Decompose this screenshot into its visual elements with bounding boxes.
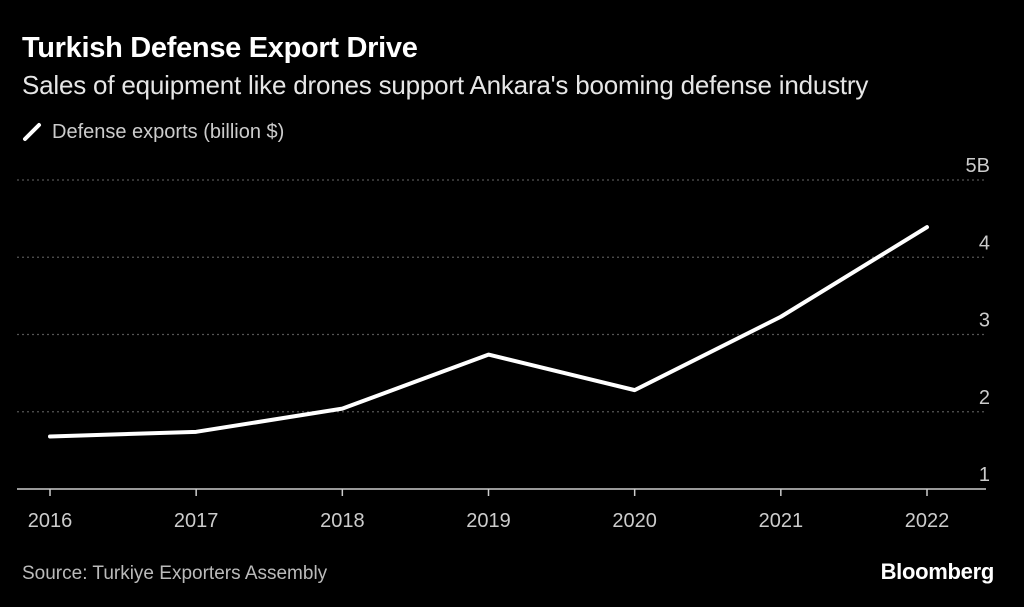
x-tick-label: 2022 — [905, 510, 950, 532]
x-axis — [17, 488, 986, 496]
x-tick-label: 2018 — [320, 510, 365, 532]
x-tick-label: 2021 — [759, 510, 804, 532]
data-point-2022 — [926, 226, 928, 228]
chart-subtitle: Sales of equipment like drones support A… — [22, 70, 869, 100]
source-note: Source: Turkiye Exporters Assembly — [22, 563, 328, 584]
y-tick-label: 4 — [979, 232, 990, 254]
chart-title: Turkish Defense Export Drive — [22, 32, 418, 64]
legend-label: Defense exports (billion $) — [52, 120, 285, 143]
data-point-2021 — [780, 316, 782, 318]
legend-line-icon — [23, 123, 41, 141]
y-tick-label: 1 — [979, 464, 990, 486]
series — [48, 225, 929, 439]
data-point-2018 — [341, 408, 343, 410]
x-tick-label: 2017 — [174, 510, 219, 532]
data-point-2020 — [634, 389, 636, 391]
y-axis-labels: 5B 4 3 2 1 — [966, 155, 990, 486]
x-tick-label: 2016 — [28, 510, 73, 532]
y-tick-label: 2 — [979, 387, 990, 409]
data-point-2017 — [195, 431, 197, 433]
y-tick-label: 5B — [966, 155, 990, 177]
grid-lines — [17, 179, 986, 413]
x-tick-label: 2019 — [466, 510, 511, 532]
legend: Defense exports (billion $) — [22, 119, 284, 145]
x-tick-label: 2020 — [612, 510, 657, 532]
data-point-2019 — [488, 354, 489, 356]
data-point-2016 — [49, 435, 51, 437]
bloomberg-logo: Bloomberg — [880, 559, 995, 584]
y-tick-label: 3 — [979, 310, 990, 332]
series-line — [48, 225, 929, 439]
x-axis-labels: 2016 2017 2018 2019 2020 2021 2022 — [28, 510, 950, 532]
